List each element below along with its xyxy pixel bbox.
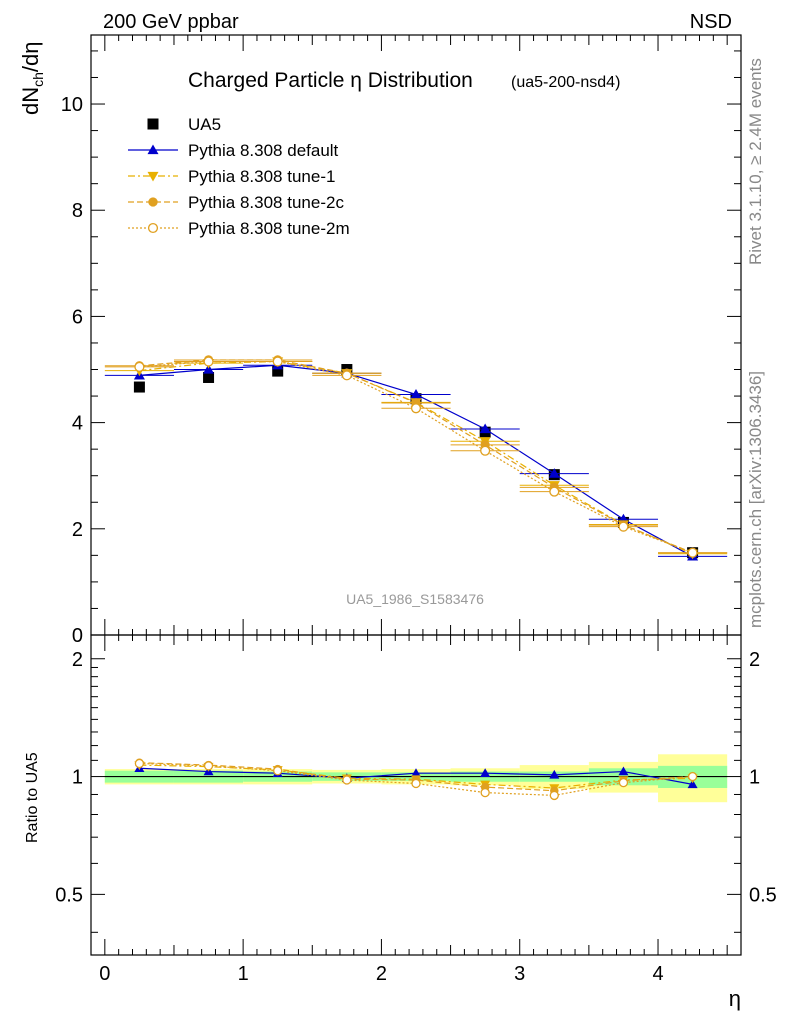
series-1 — [104, 359, 728, 561]
legend-entry: UA5 — [147, 115, 221, 134]
ratio-point — [411, 778, 421, 789]
main-chart-title: Charged Particle η Distribution — [188, 69, 473, 92]
x-tick-label: 3 — [514, 963, 525, 985]
ratio-panel: 0.5 0.5 1 1 2 2 0 1 2 3 4 Ratio to UA5 η — [24, 634, 777, 1011]
legend-entry: Pythia 8.308 tune-1 — [128, 167, 335, 186]
ratio-point — [618, 766, 629, 776]
main-axis-ticks: 0 2 4 6 8 10 — [61, 35, 741, 647]
data-point — [134, 361, 145, 372]
main-chart-title-suffix: (ua5-200-nsd4) — [511, 74, 620, 91]
ratio-series-3 — [134, 758, 698, 801]
data-point — [549, 486, 560, 497]
ratio-point — [549, 790, 559, 801]
ratio-point — [687, 779, 698, 789]
data-point — [410, 388, 422, 399]
legend-marker — [148, 197, 158, 207]
legend-entry: Pythia 8.308 tune-2c — [128, 193, 344, 212]
data-point — [272, 356, 283, 367]
main-y-tick-label: 8 — [72, 200, 83, 222]
legend-marker — [147, 222, 159, 234]
main-y-tick-label: 10 — [61, 94, 83, 116]
legend: UA5 Pythia 8.308 default Pythia 8.308 tune… — [128, 115, 350, 238]
ratio-y-tick-label: 1 — [72, 767, 83, 789]
x-tick-label: 4 — [652, 963, 663, 985]
data-point — [133, 381, 145, 393]
selection-label: NSD — [690, 11, 732, 33]
ratio-point — [342, 775, 352, 785]
main-y-tick-label: 4 — [72, 413, 83, 435]
ratio-frame — [90, 634, 742, 956]
x-tick-label: 0 — [99, 963, 110, 985]
series-line — [139, 359, 693, 554]
data-point — [203, 371, 215, 383]
data-point — [548, 468, 560, 478]
data-point — [203, 364, 215, 374]
ratio-y-tick-label-right: 0.5 — [749, 884, 777, 906]
analysis-watermark: UA5_1986_S1583476 — [346, 591, 484, 607]
legend-entry: Pythia 8.308 tune-2m — [128, 219, 350, 238]
legend-marker — [147, 118, 159, 130]
data-point — [618, 521, 629, 532]
ratio-y-tick-label-right: 1 — [749, 767, 760, 789]
legend-entry: Pythia 8.308 default — [128, 141, 339, 160]
legend-label: Pythia 8.308 tune-2m — [188, 219, 350, 238]
data-point — [341, 370, 352, 381]
data-point — [203, 356, 214, 367]
x-axis-label: η — [729, 986, 741, 1011]
main-y-axis-label: dNch/dη — [18, 41, 46, 115]
main-series-group — [104, 355, 728, 561]
legend-label: UA5 — [188, 115, 221, 134]
ratio-y-axis-label: Ratio to UA5 — [24, 752, 41, 843]
main-y-tick-label: 6 — [72, 306, 83, 328]
main-y-tick-label: 2 — [72, 519, 83, 541]
x-tick-label: 2 — [376, 963, 387, 985]
rivet-side-label: Rivet 3.1.10, ≥ 2.4M events — [746, 58, 765, 265]
legend-label: Pythia 8.308 tune-1 — [188, 167, 335, 186]
ratio-point — [203, 761, 214, 771]
energy-process-label: 200 GeV ppbar — [103, 11, 239, 33]
ratio-point — [618, 777, 629, 788]
data-point — [480, 445, 491, 456]
data-point — [687, 547, 698, 558]
data-point — [410, 403, 422, 414]
ratio-point — [549, 769, 560, 779]
ratio-y-tick-label-right: 2 — [749, 649, 760, 671]
series-line — [139, 360, 693, 555]
ratio-y-tick-label: 0.5 — [55, 884, 83, 906]
legend-label: Pythia 8.308 default — [188, 141, 339, 160]
ratio-series-group — [134, 758, 698, 801]
ratio-point — [134, 758, 145, 769]
ratio-point — [411, 768, 421, 777]
x-tick-label: 1 — [238, 963, 249, 985]
main-y-tick-label: 0 — [72, 625, 83, 647]
ratio-point — [480, 787, 490, 798]
legend-marker — [147, 171, 159, 182]
data-point — [479, 423, 491, 434]
data-point — [272, 365, 284, 377]
ratio-y-tick-label: 2 — [72, 649, 83, 671]
legend-marker — [147, 144, 159, 155]
series-4 — [104, 356, 728, 558]
ratio-line — [139, 762, 693, 792]
ratio-point — [687, 771, 698, 782]
legend-label: Pythia 8.308 tune-2c — [188, 193, 344, 212]
ratio-point — [480, 768, 491, 777]
ratio-point — [273, 766, 283, 776]
ratio-axis-ticks: 0.5 0.5 1 1 2 2 0 1 2 3 4 — [55, 635, 777, 985]
source-side-label: mcplots.cern.ch [arXiv:1306.3436] — [746, 371, 765, 628]
